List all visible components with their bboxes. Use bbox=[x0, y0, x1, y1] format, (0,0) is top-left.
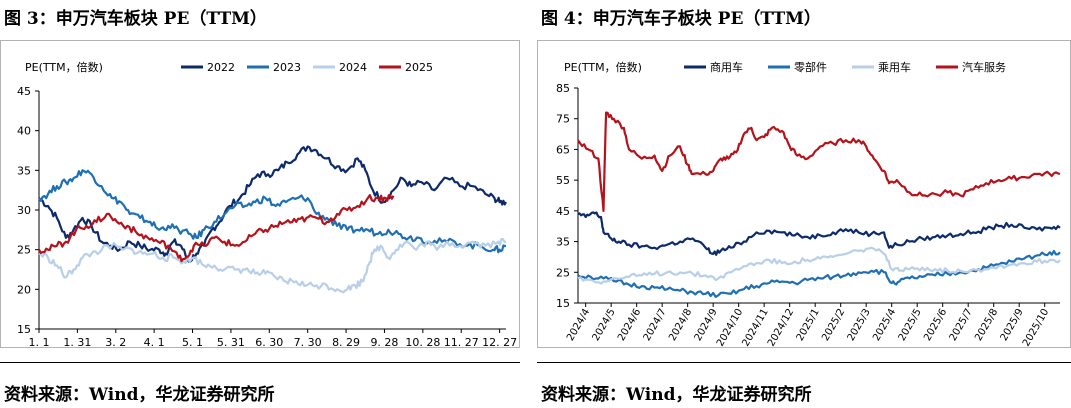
figure-4-panel: 图 4：申万汽车子板块 PE（TTM） PE(TTM，倍数) 15 25 35 45 55… bbox=[537, 0, 1071, 408]
series-line-2025 bbox=[38, 194, 395, 263]
y-axis-label: PE(TTM，倍数) bbox=[564, 60, 642, 74]
series-line-2024 bbox=[38, 237, 507, 294]
x-tick-label: 2024/12 bbox=[766, 307, 796, 347]
y-tick-label: 25 bbox=[556, 266, 570, 279]
figure-4-source: 资料来源：Wind，华龙证券研究所 bbox=[541, 385, 812, 405]
figure-3-title: 图 3：申万汽车板块 PE（TTM） bbox=[4, 9, 267, 29]
x-tick-label: 2025/1 bbox=[795, 307, 822, 343]
y-tick-label: 25 bbox=[17, 244, 31, 257]
legend-label: 2025 bbox=[405, 61, 433, 74]
figure-4-chart-frame: PE(TTM，倍数) 15 25 35 45 55 65 75 85 2024/4 2024/5 20… bbox=[537, 40, 1071, 348]
series-line-汽车服务 bbox=[577, 111, 1061, 212]
y-tick-label: 40 bbox=[17, 125, 31, 138]
x-tick-label: 2025/2 bbox=[820, 307, 847, 343]
x-tick-label: 1. 31 bbox=[63, 336, 91, 347]
x-tick-label: 6. 30 bbox=[255, 336, 283, 347]
legend-label: 乘用车 bbox=[878, 60, 911, 74]
x-tick-label: 2024/6 bbox=[616, 307, 643, 343]
y-tick-label: 15 bbox=[17, 323, 31, 336]
x-tick-label: 8. 29 bbox=[332, 336, 360, 347]
x-tick-label: 1. 1 bbox=[29, 336, 50, 347]
x-tick-label: 10. 28 bbox=[405, 336, 440, 347]
series-line-2022 bbox=[38, 145, 507, 263]
y-tick-label: 75 bbox=[556, 113, 570, 126]
figure-3-divider bbox=[0, 362, 520, 363]
y-tick-label: 35 bbox=[556, 236, 570, 249]
x-tick-label: 2024/5 bbox=[591, 307, 618, 343]
figure-4-title: 图 4：申万汽车子板块 PE（TTM） bbox=[541, 9, 821, 29]
y-tick-label: 20 bbox=[17, 283, 31, 296]
x-tick-label: 2024/7 bbox=[642, 307, 669, 343]
x-tick-label: 2024/4 bbox=[565, 307, 592, 343]
y-tick-label: 55 bbox=[556, 174, 570, 187]
y-tick-label: 45 bbox=[17, 85, 31, 98]
series-line-2023 bbox=[38, 169, 507, 254]
legend-label: 零部件 bbox=[794, 60, 827, 74]
y-axis-label: PE(TTM，倍数) bbox=[25, 60, 103, 74]
series-line-商用车 bbox=[577, 211, 1061, 256]
x-tick-label: 2025/6 bbox=[922, 307, 949, 343]
x-tick-label: 5. 31 bbox=[217, 336, 245, 347]
figure-3-chart-frame: PE(TTM，倍数) 15 20 25 30 35 40 45 1. 1 1. 31 3. 2 4. … bbox=[0, 40, 520, 349]
legend-label: 商用车 bbox=[710, 60, 743, 74]
x-tick-label: 2025/3 bbox=[846, 307, 873, 343]
x-tick-label: 11. 27 bbox=[444, 336, 479, 347]
figure-3-source: 资料来源：Wind，华龙证券研究所 bbox=[4, 385, 275, 405]
x-tick-label: 2025/5 bbox=[897, 307, 924, 343]
x-tick-label: 7. 30 bbox=[294, 336, 322, 347]
x-tick-label: 2025/8 bbox=[973, 307, 1000, 343]
y-tick-label: 85 bbox=[556, 82, 570, 95]
x-tick-label: 2024/8 bbox=[667, 307, 694, 343]
legend-label: 2022 bbox=[207, 61, 235, 74]
x-tick-label: 9. 28 bbox=[370, 336, 398, 347]
y-tick-label: 65 bbox=[556, 143, 570, 156]
x-tick-label: 2025/7 bbox=[948, 307, 975, 343]
x-tick-label: 2025/10 bbox=[1021, 307, 1051, 347]
figure-4-divider bbox=[537, 362, 1071, 363]
x-tick-label: 2024/9 bbox=[693, 307, 720, 343]
x-tick-label: 12. 27 bbox=[482, 336, 517, 347]
series-line-乘用车 bbox=[577, 246, 1061, 285]
x-tick-label: 2025/9 bbox=[999, 307, 1026, 343]
x-tick-label: 2025/4 bbox=[871, 307, 898, 343]
figure-4-chart: PE(TTM，倍数)15253545556575852024/42024/520… bbox=[556, 60, 1061, 348]
x-tick-label: 5. 1 bbox=[182, 336, 203, 347]
x-tick-label: 3. 2 bbox=[105, 336, 126, 347]
legend-label: 2023 bbox=[273, 61, 301, 74]
x-tick-label: 4. 1 bbox=[144, 336, 165, 347]
figure-3-panel: 图 3：申万汽车板块 PE（TTM） PE(TTM，倍数) 15 20 25 30 35 4… bbox=[0, 0, 520, 408]
legend-label: 2024 bbox=[339, 61, 367, 74]
legend-label: 汽车服务 bbox=[962, 60, 1006, 74]
y-tick-label: 15 bbox=[556, 297, 570, 310]
y-tick-label: 45 bbox=[556, 205, 570, 218]
y-tick-label: 35 bbox=[17, 164, 31, 177]
y-tick-label: 30 bbox=[17, 204, 31, 217]
